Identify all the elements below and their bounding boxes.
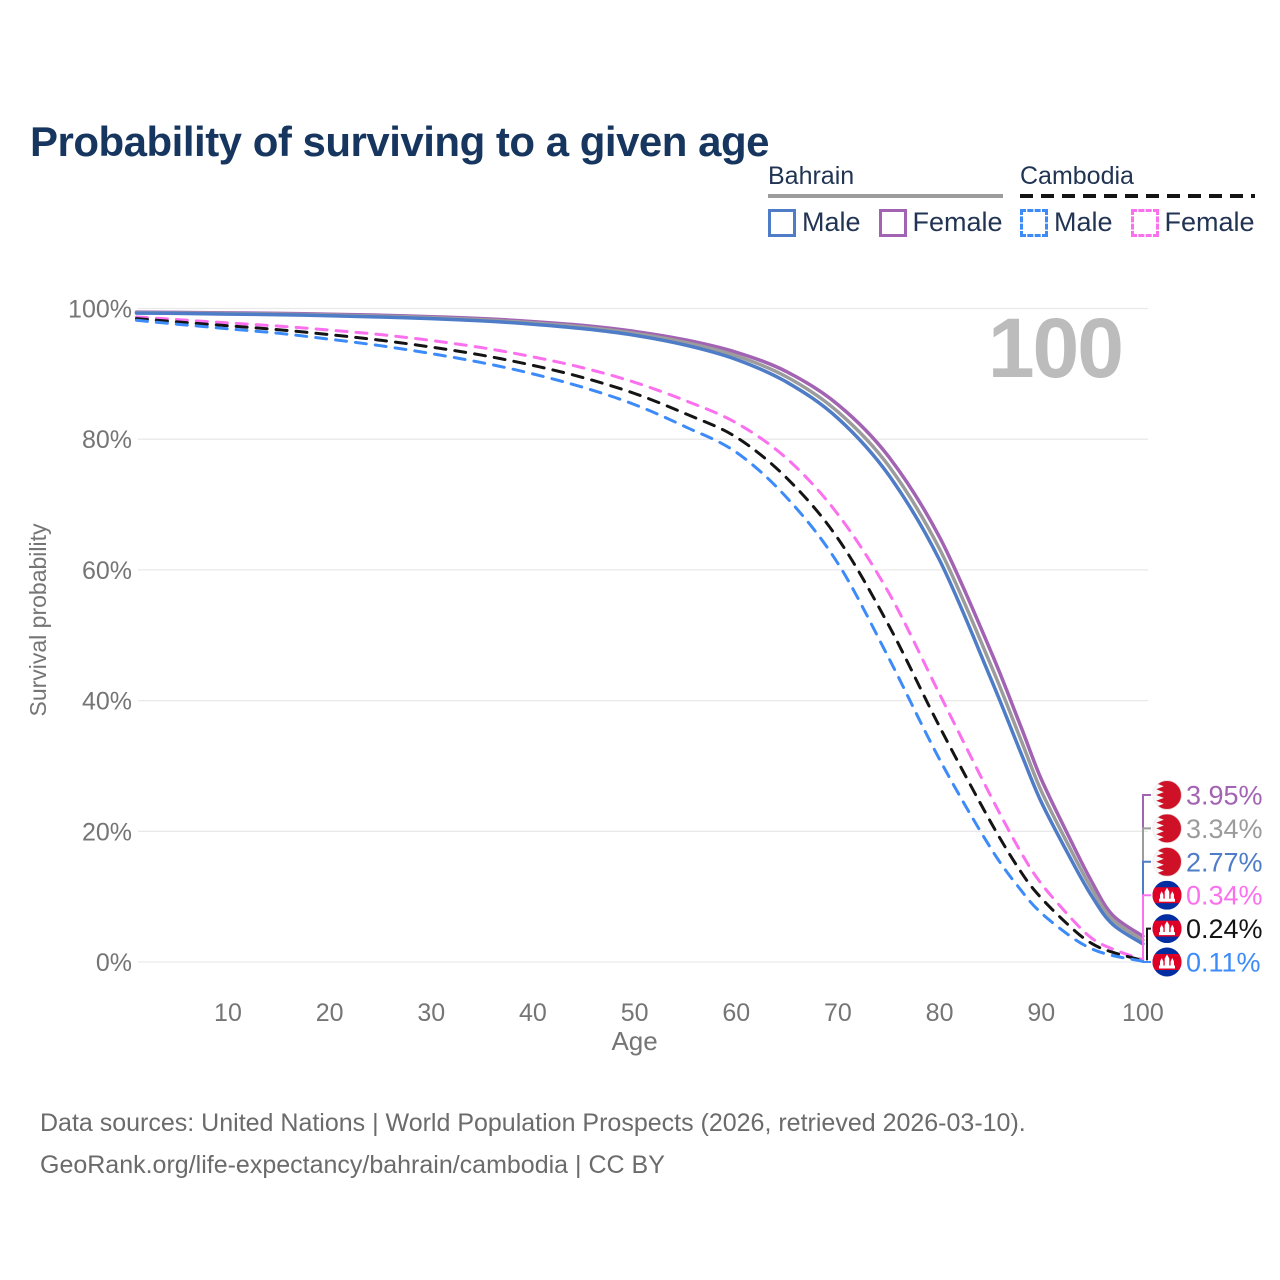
legend-swatch-cambodia-female [1130, 208, 1159, 237]
series-line-bahrain-male[interactable] [134, 311, 1145, 946]
legend-label: Male [1054, 207, 1113, 237]
legend-item-cambodia-male[interactable]: Male [1020, 207, 1113, 238]
series-line-cambodia-male[interactable] [135, 318, 1145, 963]
legend-underline-solid [768, 194, 1003, 198]
y-tick-label: 60% [82, 557, 132, 585]
y-tick-label: 0% [96, 949, 132, 977]
legend-item-bahrain-female[interactable]: Female [878, 207, 1003, 238]
end-label-bahrain-both: 3.34% [1186, 814, 1263, 844]
bahrain-flag-icon [1152, 847, 1182, 877]
x-tick-label: 40 [519, 999, 547, 1027]
leader-line-bahrain-female [1142, 794, 1151, 937]
x-tick-label: 70 [824, 999, 852, 1027]
bahrain-flag-icon [1152, 813, 1182, 843]
y-axis-title: Survival probability [25, 523, 51, 717]
y-tick-label: 20% [82, 818, 132, 846]
x-axis-title: Age [611, 1026, 657, 1056]
end-label-cambodia-both: 0.24% [1186, 914, 1263, 944]
legend-country-bahrain[interactable]: Bahrain [768, 162, 855, 190]
legend-swatch-bahrain-female [878, 208, 907, 237]
footer: Data sources: United Nations | World Pop… [40, 1102, 1026, 1186]
leader-line-cambodia-male [1142, 961, 1151, 963]
cambodia-flag-icon [1152, 914, 1182, 944]
legend-underline-dashed [1020, 194, 1255, 198]
footer-data-sources: Data sources: United Nations | World Pop… [40, 1109, 1026, 1137]
bahrain-flag-icon [1152, 780, 1182, 810]
legend-group-bahrain: Bahrain Male Female [768, 162, 1003, 238]
x-tick-label: 90 [1027, 999, 1055, 1027]
leader-line-cambodia-female [1142, 894, 1151, 960]
legend-label: Female [1164, 207, 1255, 237]
x-tick-label: 20 [316, 999, 344, 1027]
legend-swatch-cambodia-male [1020, 208, 1048, 237]
legend-swatch-bahrain-male [768, 208, 796, 237]
y-tick-label: 80% [82, 426, 132, 454]
end-label-bahrain-male: 2.77% [1186, 847, 1263, 877]
y-tick-label: 40% [82, 688, 132, 716]
end-label-cambodia-male: 0.11% [1186, 948, 1261, 978]
legend-label: Male [802, 207, 861, 237]
end-label-cambodia-female: 0.34% [1186, 881, 1263, 911]
x-tick-label: 100 [1122, 999, 1164, 1027]
y-tick-label: 100% [68, 296, 132, 324]
x-tick-label: 30 [417, 999, 445, 1027]
legend-item-bahrain-male[interactable]: Male [768, 207, 861, 238]
leader-line-bahrain-both [1142, 827, 1151, 941]
legend: Bahrain Male Female Cambodia Male [0, 162, 1280, 242]
x-tick-label: 60 [722, 999, 750, 1027]
end-label-bahrain-female: 3.95% [1186, 781, 1263, 811]
legend-item-cambodia-female[interactable]: Female [1130, 207, 1255, 238]
footer-license-link[interactable]: GeoRank.org/life-expectancy/bahrain/camb… [40, 1151, 665, 1179]
x-tick-label: 50 [621, 999, 649, 1027]
x-tick-label: 10 [214, 999, 242, 1027]
legend-label: Female [912, 207, 1003, 237]
cambodia-flag-icon [1152, 880, 1182, 910]
page-title: Probability of surviving to a given age [30, 118, 769, 166]
x-tick-label: 80 [926, 999, 954, 1027]
leader-line-cambodia-both [1146, 927, 1151, 961]
series-line-cambodia-both[interactable] [135, 317, 1145, 962]
cambodia-flag-icon [1152, 947, 1182, 977]
hover-age-indicator: 100 [988, 301, 1122, 395]
legend-group-cambodia: Cambodia Male Female [1020, 162, 1255, 238]
legend-country-cambodia[interactable]: Cambodia [1020, 162, 1134, 190]
series-line-cambodia-female[interactable] [135, 315, 1145, 962]
